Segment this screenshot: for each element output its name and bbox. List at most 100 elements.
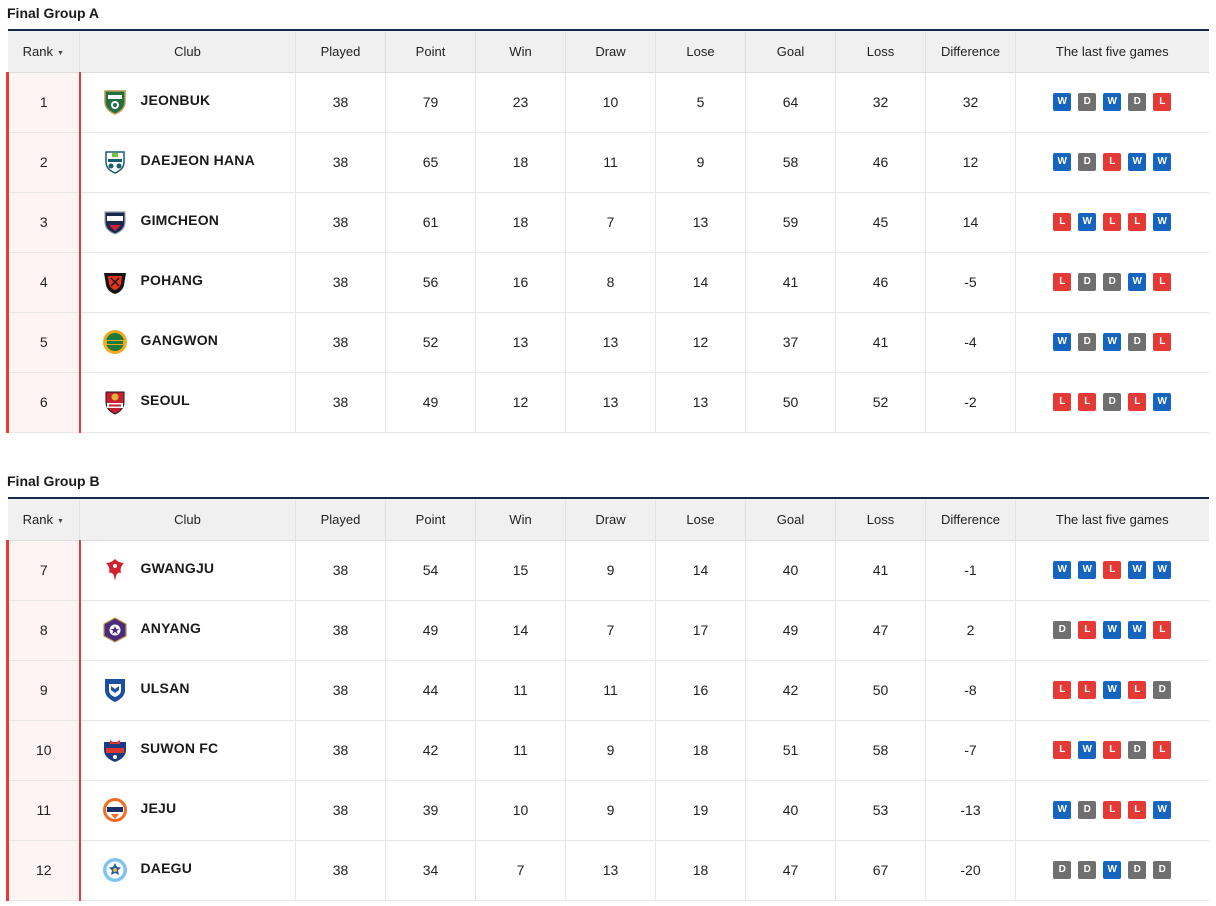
lose-cell: 5 — [655, 72, 746, 133]
table-row: 8 ANYANG 38 49 14 7 17 49 47 2 D L W W L — [6, 600, 1209, 661]
sort-caret-icon[interactable]: ▼ — [56, 517, 64, 525]
played-cell: 38 — [295, 72, 386, 133]
goal-cell: 59 — [745, 192, 836, 253]
win-header: Win — [475, 30, 566, 73]
gimcheon-logo-icon — [101, 208, 129, 236]
win-cell: 12 — [475, 372, 566, 433]
table-row: 2 DAEJEON HANA 38 65 18 11 9 58 46 12 W D L W W — [6, 132, 1209, 193]
club-name[interactable]: SUWON FC — [140, 740, 219, 756]
club-name[interactable]: GANGWON — [140, 332, 219, 348]
club-name[interactable]: ANYANG — [140, 620, 202, 636]
rank-header[interactable]: Rank ▼ — [7, 30, 80, 73]
club-cell[interactable]: GWANGJU — [79, 540, 296, 601]
jeju-logo-icon — [101, 796, 129, 824]
played-cell: 38 — [295, 372, 386, 433]
form-badge-win: W — [1128, 561, 1147, 579]
form-badge-win: W — [1128, 621, 1147, 639]
lose-cell: 19 — [655, 780, 746, 841]
club-cell[interactable]: JEONBUK — [79, 72, 296, 133]
difference-cell: 2 — [925, 600, 1016, 661]
played-header: Played — [295, 498, 386, 541]
form-badge-draw: D — [1078, 93, 1097, 111]
seoul-logo-icon — [101, 388, 129, 416]
jeonbuk-logo-icon — [101, 88, 129, 116]
lose-cell: 18 — [655, 720, 746, 781]
point-cell: 49 — [385, 372, 476, 433]
goal-cell: 41 — [745, 252, 836, 313]
form-badge-loss: L — [1128, 213, 1147, 231]
club-name[interactable]: GWANGJU — [140, 560, 215, 576]
sort-caret-icon[interactable]: ▼ — [56, 49, 64, 57]
table-row: 12 DAEGU 38 34 7 13 18 47 67 -20 D D W D D — [6, 840, 1209, 901]
form-badge-loss: L — [1053, 273, 1072, 291]
loss-cell: 47 — [835, 600, 926, 661]
point-cell: 34 — [385, 840, 476, 901]
group-title: Final Group A — [7, 5, 100, 21]
club-name[interactable]: JEONBUK — [140, 92, 211, 108]
form-badge-win: W — [1053, 333, 1072, 351]
draw-cell: 9 — [565, 780, 656, 841]
form-badge-loss: L — [1053, 393, 1072, 411]
goal-cell: 40 — [745, 540, 836, 601]
rank-header[interactable]: Rank ▼ — [7, 498, 80, 541]
club-name[interactable]: GIMCHEON — [140, 212, 220, 228]
difference-header: Difference — [925, 498, 1016, 541]
club-name[interactable]: DAEJEON HANA — [140, 152, 255, 168]
form-badge-loss: L — [1103, 741, 1122, 759]
final-group-b: Final Group B Rank ▼ Club Played Point Wi… — [0, 468, 1216, 901]
daegu-logo-icon — [101, 856, 129, 884]
form-badge-win: W — [1153, 153, 1172, 171]
loss-cell: 58 — [835, 720, 926, 781]
club-name[interactable]: JEJU — [140, 800, 177, 816]
table-row: 6 SEOUL 38 49 12 13 13 50 52 -2 L L D L W — [6, 372, 1209, 433]
goal-cell: 64 — [745, 72, 836, 133]
win-cell: 11 — [475, 660, 566, 721]
club-cell[interactable]: SEOUL — [79, 372, 296, 433]
last-five-header: The last five games — [1015, 30, 1209, 73]
loss-cell: 50 — [835, 660, 926, 721]
club-name[interactable]: POHANG — [140, 272, 204, 288]
form-badge-win: W — [1053, 153, 1072, 171]
difference-header: Difference — [925, 30, 1016, 73]
form-badge-draw: D — [1153, 681, 1172, 699]
goal-header: Goal — [745, 30, 836, 73]
goal-header: Goal — [745, 498, 836, 541]
club-cell[interactable]: GANGWON — [79, 312, 296, 373]
draw-cell: 13 — [565, 372, 656, 433]
rank-cell: 8 — [6, 600, 81, 661]
club-cell[interactable]: JEJU — [79, 780, 296, 841]
point-cell: 54 — [385, 540, 476, 601]
table-row: 11 JEJU 38 39 10 9 19 40 53 -13 W D L L W — [6, 780, 1209, 841]
club-cell[interactable]: POHANG — [79, 252, 296, 313]
daejeon-logo-icon — [101, 148, 129, 176]
point-header: Point — [385, 498, 476, 541]
club-cell[interactable]: SUWON FC — [79, 720, 296, 781]
club-cell[interactable]: ANYANG — [79, 600, 296, 661]
club-name[interactable]: ULSAN — [140, 680, 190, 696]
standings-table: Rank ▼ Club Played Point Win Draw Lose Go… — [6, 497, 1209, 901]
win-cell: 7 — [475, 840, 566, 901]
form-badge-loss: L — [1103, 153, 1122, 171]
club-cell[interactable]: DAEGU — [79, 840, 296, 901]
form-badge-loss: L — [1103, 213, 1122, 231]
point-cell: 52 — [385, 312, 476, 373]
club-cell[interactable]: DAEJEON HANA — [79, 132, 296, 193]
club-name[interactable]: SEOUL — [140, 392, 190, 408]
form-badge-win: W — [1053, 93, 1072, 111]
lose-cell: 13 — [655, 372, 746, 433]
table-row: 5 GANGWON 38 52 13 13 12 37 41 -4 W D W D L — [6, 312, 1209, 373]
club-cell[interactable]: ULSAN — [79, 660, 296, 721]
form-badge-draw: D — [1128, 333, 1147, 351]
club-cell[interactable]: GIMCHEON — [79, 192, 296, 253]
point-cell: 39 — [385, 780, 476, 841]
club-name[interactable]: DAEGU — [140, 860, 193, 876]
rank-cell: 3 — [6, 192, 81, 253]
